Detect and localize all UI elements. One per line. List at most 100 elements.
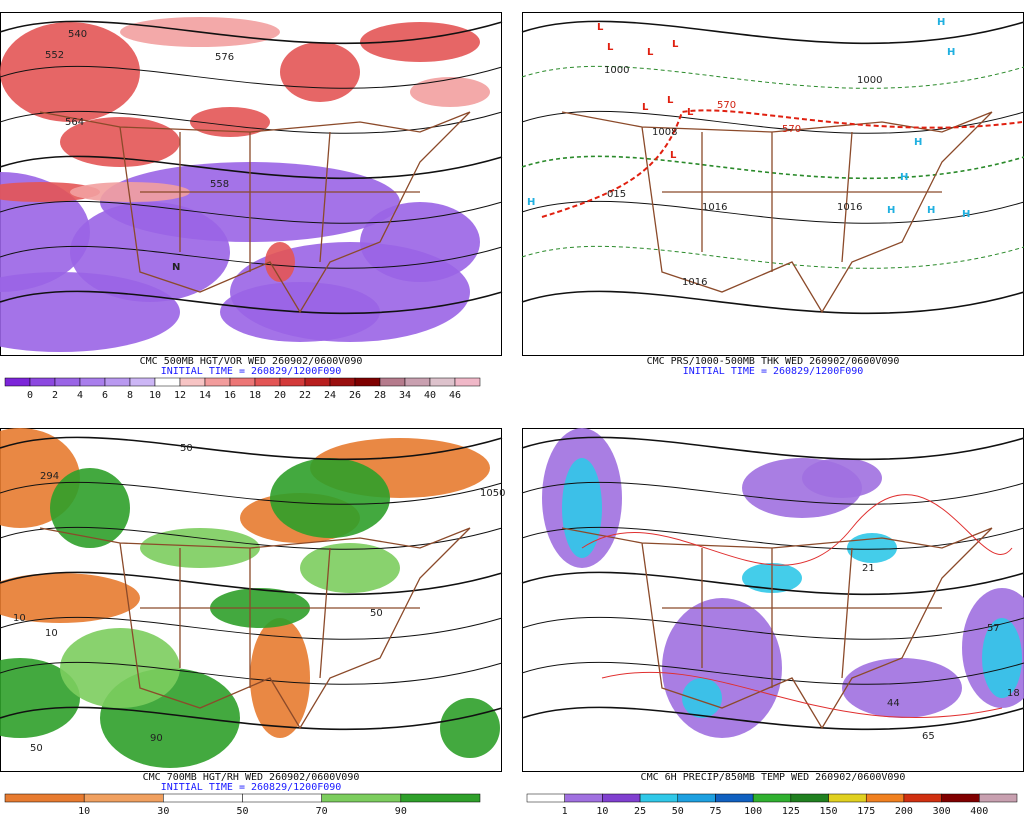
legend-swatch bbox=[639, 793, 679, 803]
legend-swatch bbox=[242, 793, 322, 803]
shaded-area bbox=[190, 107, 270, 137]
shaded-area bbox=[280, 42, 360, 102]
contour-line bbox=[521, 706, 1024, 731]
legend-swatch bbox=[677, 793, 716, 803]
contour-line bbox=[0, 706, 503, 731]
map-label: 50 bbox=[180, 443, 193, 454]
legend-label: 90 bbox=[395, 806, 407, 817]
state-boundaries bbox=[39, 111, 471, 314]
contour-line bbox=[0, 290, 503, 315]
shaded-area bbox=[0, 22, 140, 122]
legend-label: 4 bbox=[77, 390, 83, 401]
map-label: 44 bbox=[887, 698, 900, 709]
contour-line bbox=[521, 661, 1024, 685]
legend-swatch bbox=[154, 377, 181, 387]
map-label: 10 bbox=[13, 613, 26, 624]
contour-line bbox=[521, 20, 1024, 45]
map-label: L bbox=[672, 39, 679, 50]
legend-swatch bbox=[254, 377, 281, 387]
map-label: 1050 bbox=[480, 488, 505, 499]
map-label: H bbox=[947, 47, 955, 58]
map-label: L bbox=[597, 22, 604, 33]
map-frame bbox=[522, 12, 1024, 356]
shaded-area bbox=[50, 468, 130, 548]
shaded-area bbox=[562, 458, 602, 558]
initial-time: INITIAL TIME = 260829/1200F090 bbox=[161, 782, 342, 793]
map-label: 65 bbox=[922, 731, 935, 742]
map-label: 552 bbox=[45, 50, 64, 61]
map-label: 570 bbox=[782, 124, 801, 135]
map-label: 564 bbox=[65, 117, 84, 128]
shaded-area bbox=[842, 658, 962, 718]
legend-swatch bbox=[83, 793, 164, 803]
map-label: N bbox=[172, 262, 180, 273]
legend-swatch bbox=[179, 377, 206, 387]
legend-swatch bbox=[204, 377, 231, 387]
map-label: 18 bbox=[1007, 688, 1020, 699]
shaded-area bbox=[300, 543, 400, 593]
legend-swatch bbox=[4, 377, 31, 387]
contour-line bbox=[0, 20, 503, 45]
state-boundaries bbox=[561, 111, 993, 314]
panel-title: CMC 6H PRECIP/850MB TEMP WED 260902/0600… bbox=[641, 772, 906, 783]
legend-swatch bbox=[29, 377, 56, 387]
legend-label: 20 bbox=[274, 390, 286, 401]
map-label: H bbox=[900, 172, 908, 183]
legend-swatch bbox=[941, 793, 980, 803]
map-label: 21 bbox=[862, 563, 875, 574]
legend-swatch bbox=[454, 377, 481, 387]
panel-title: CMC PRS/1000-500MB THK WED 260902/0600V0… bbox=[647, 356, 900, 367]
map-label: 558 bbox=[210, 179, 229, 190]
contour-line bbox=[521, 616, 1024, 640]
contour-line bbox=[0, 245, 503, 269]
shaded-area bbox=[0, 172, 90, 292]
contour-line bbox=[521, 200, 1024, 224]
temp-contour bbox=[581, 494, 1013, 719]
shaded-area bbox=[70, 182, 190, 202]
legend-swatch bbox=[163, 793, 243, 803]
legend-label: 50 bbox=[672, 806, 684, 817]
map-label: H bbox=[962, 209, 970, 220]
shaded-area bbox=[0, 573, 140, 623]
map-label: 1008 bbox=[652, 127, 677, 138]
legend-swatch bbox=[752, 793, 792, 803]
contour-line bbox=[521, 290, 1024, 315]
contour-line bbox=[0, 155, 503, 180]
map-label: L bbox=[647, 47, 654, 58]
legend-label: 6 bbox=[102, 390, 108, 401]
contour-line bbox=[0, 200, 503, 224]
contour-line bbox=[0, 661, 503, 685]
legend-label: 18 bbox=[249, 390, 261, 401]
legend-label: 30 bbox=[157, 806, 169, 817]
legend-swatch bbox=[404, 377, 431, 387]
legend-label: 14 bbox=[199, 390, 211, 401]
contour-line bbox=[0, 481, 503, 505]
legend-label: 400 bbox=[970, 806, 988, 817]
contour-line bbox=[0, 616, 503, 640]
legend-swatch bbox=[790, 793, 829, 803]
legend-label: 10 bbox=[596, 806, 608, 817]
state-boundaries bbox=[561, 527, 993, 730]
legend-label: 28 bbox=[374, 390, 386, 401]
contour-line bbox=[0, 436, 503, 461]
legend-swatch bbox=[564, 793, 603, 803]
state-boundaries bbox=[39, 527, 471, 730]
legend-label: 12 bbox=[174, 390, 186, 401]
map-label: H bbox=[937, 17, 945, 28]
legend-label: 40 bbox=[424, 390, 436, 401]
legend-swatch bbox=[354, 377, 381, 387]
legend-swatch bbox=[379, 377, 406, 387]
legend-label: 1 bbox=[562, 806, 568, 817]
legend-label: 25 bbox=[634, 806, 646, 817]
legend-swatch bbox=[602, 793, 641, 803]
shaded-area bbox=[440, 698, 500, 758]
shaded-area bbox=[802, 458, 882, 498]
contour-line bbox=[521, 155, 1024, 180]
shaded-area bbox=[60, 117, 180, 167]
panel-title: CMC 700MB HGT/RH WED 260902/0600V090 bbox=[143, 772, 360, 783]
map-label: 50 bbox=[30, 743, 43, 754]
